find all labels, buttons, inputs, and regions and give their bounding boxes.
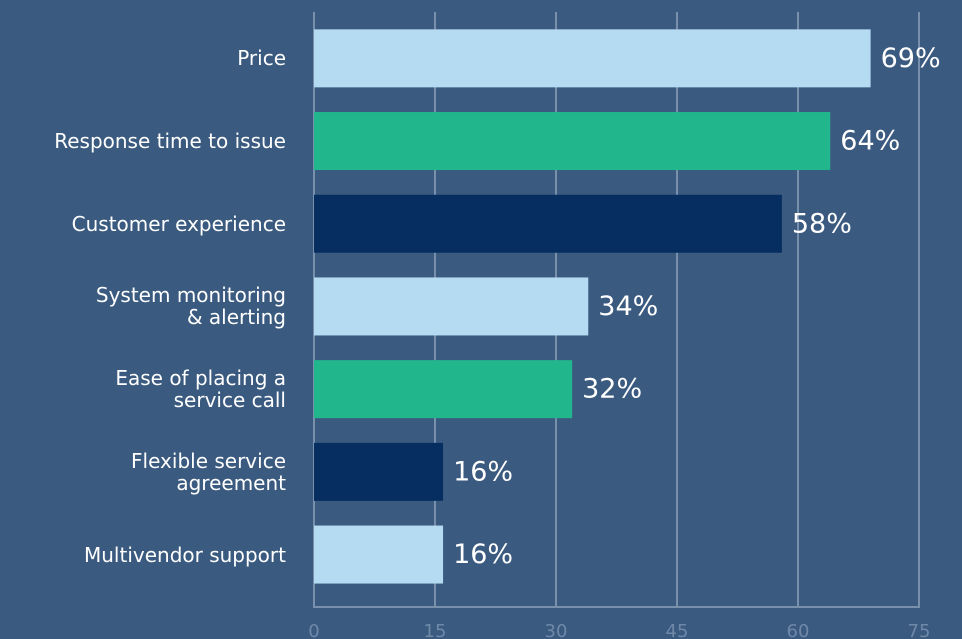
bar	[314, 194, 782, 253]
x-tick-label: 30	[545, 621, 568, 639]
category-label: Customer experience	[71, 211, 286, 236]
x-tick-label: 15	[424, 621, 447, 639]
value-label: 64%	[840, 126, 900, 157]
category-label: Price	[237, 46, 286, 71]
value-label: 58%	[792, 208, 852, 239]
category-label: Response time to issue	[54, 129, 286, 154]
x-tick-label: 45	[666, 621, 689, 639]
bar	[314, 29, 871, 88]
category-label: System monitoring & alerting	[95, 283, 286, 330]
bar	[314, 442, 444, 501]
category-label: Flexible service agreement	[131, 448, 286, 495]
bar	[314, 277, 589, 336]
value-label: 69%	[881, 43, 941, 74]
x-tick-label: 75	[908, 621, 931, 639]
value-label: 34%	[598, 291, 658, 322]
x-tick-label: 0	[308, 621, 319, 639]
category-label: Ease of placing a service call	[115, 366, 286, 413]
value-label: 32%	[582, 374, 642, 405]
category-label: Multivendor support	[83, 542, 286, 567]
value-label: 16%	[453, 456, 513, 487]
value-label: 16%	[453, 539, 513, 570]
bar	[314, 525, 444, 584]
x-tick-label: 60	[787, 621, 810, 639]
bar	[314, 112, 831, 171]
bar	[314, 360, 573, 419]
